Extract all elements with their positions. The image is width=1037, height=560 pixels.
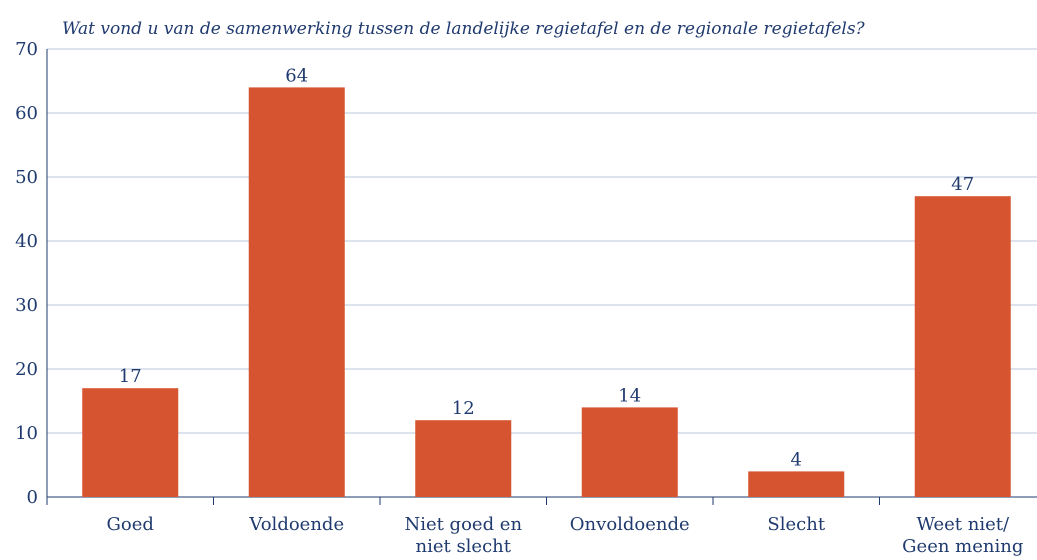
x-tick-label: Voldoende [248,514,344,535]
chart-title: Wat vond u van de samenwerking tussen de… [62,19,866,39]
y-tick-label: 30 [15,295,38,316]
value-label: 47 [951,174,974,195]
value-label: 17 [119,366,142,387]
value-label: 4 [791,449,802,470]
x-tick-label: Slecht [767,514,825,535]
y-tick-label: 60 [15,103,38,124]
y-tick-label: 50 [15,167,38,188]
x-tick-label: Weet niet/Geen mening [902,514,1023,557]
bar [914,196,1011,497]
y-tick-label: 0 [27,487,38,508]
y-tick-label: 40 [15,231,38,252]
value-label: 14 [618,385,641,406]
x-tick-label: Goed [107,514,154,535]
y-tick-label: 20 [15,359,38,380]
value-label: 12 [452,398,475,419]
bar [248,87,345,498]
bar [581,407,678,497]
bar [415,420,512,497]
x-tick-label: Niet goed en niet slecht [404,514,522,557]
y-tick-label: 70 [15,39,38,60]
y-tick-label: 10 [15,423,38,444]
value-label: 64 [285,65,308,86]
bar [82,388,179,497]
x-tick-label: Onvoldoende [570,514,690,535]
bar [748,471,845,497]
